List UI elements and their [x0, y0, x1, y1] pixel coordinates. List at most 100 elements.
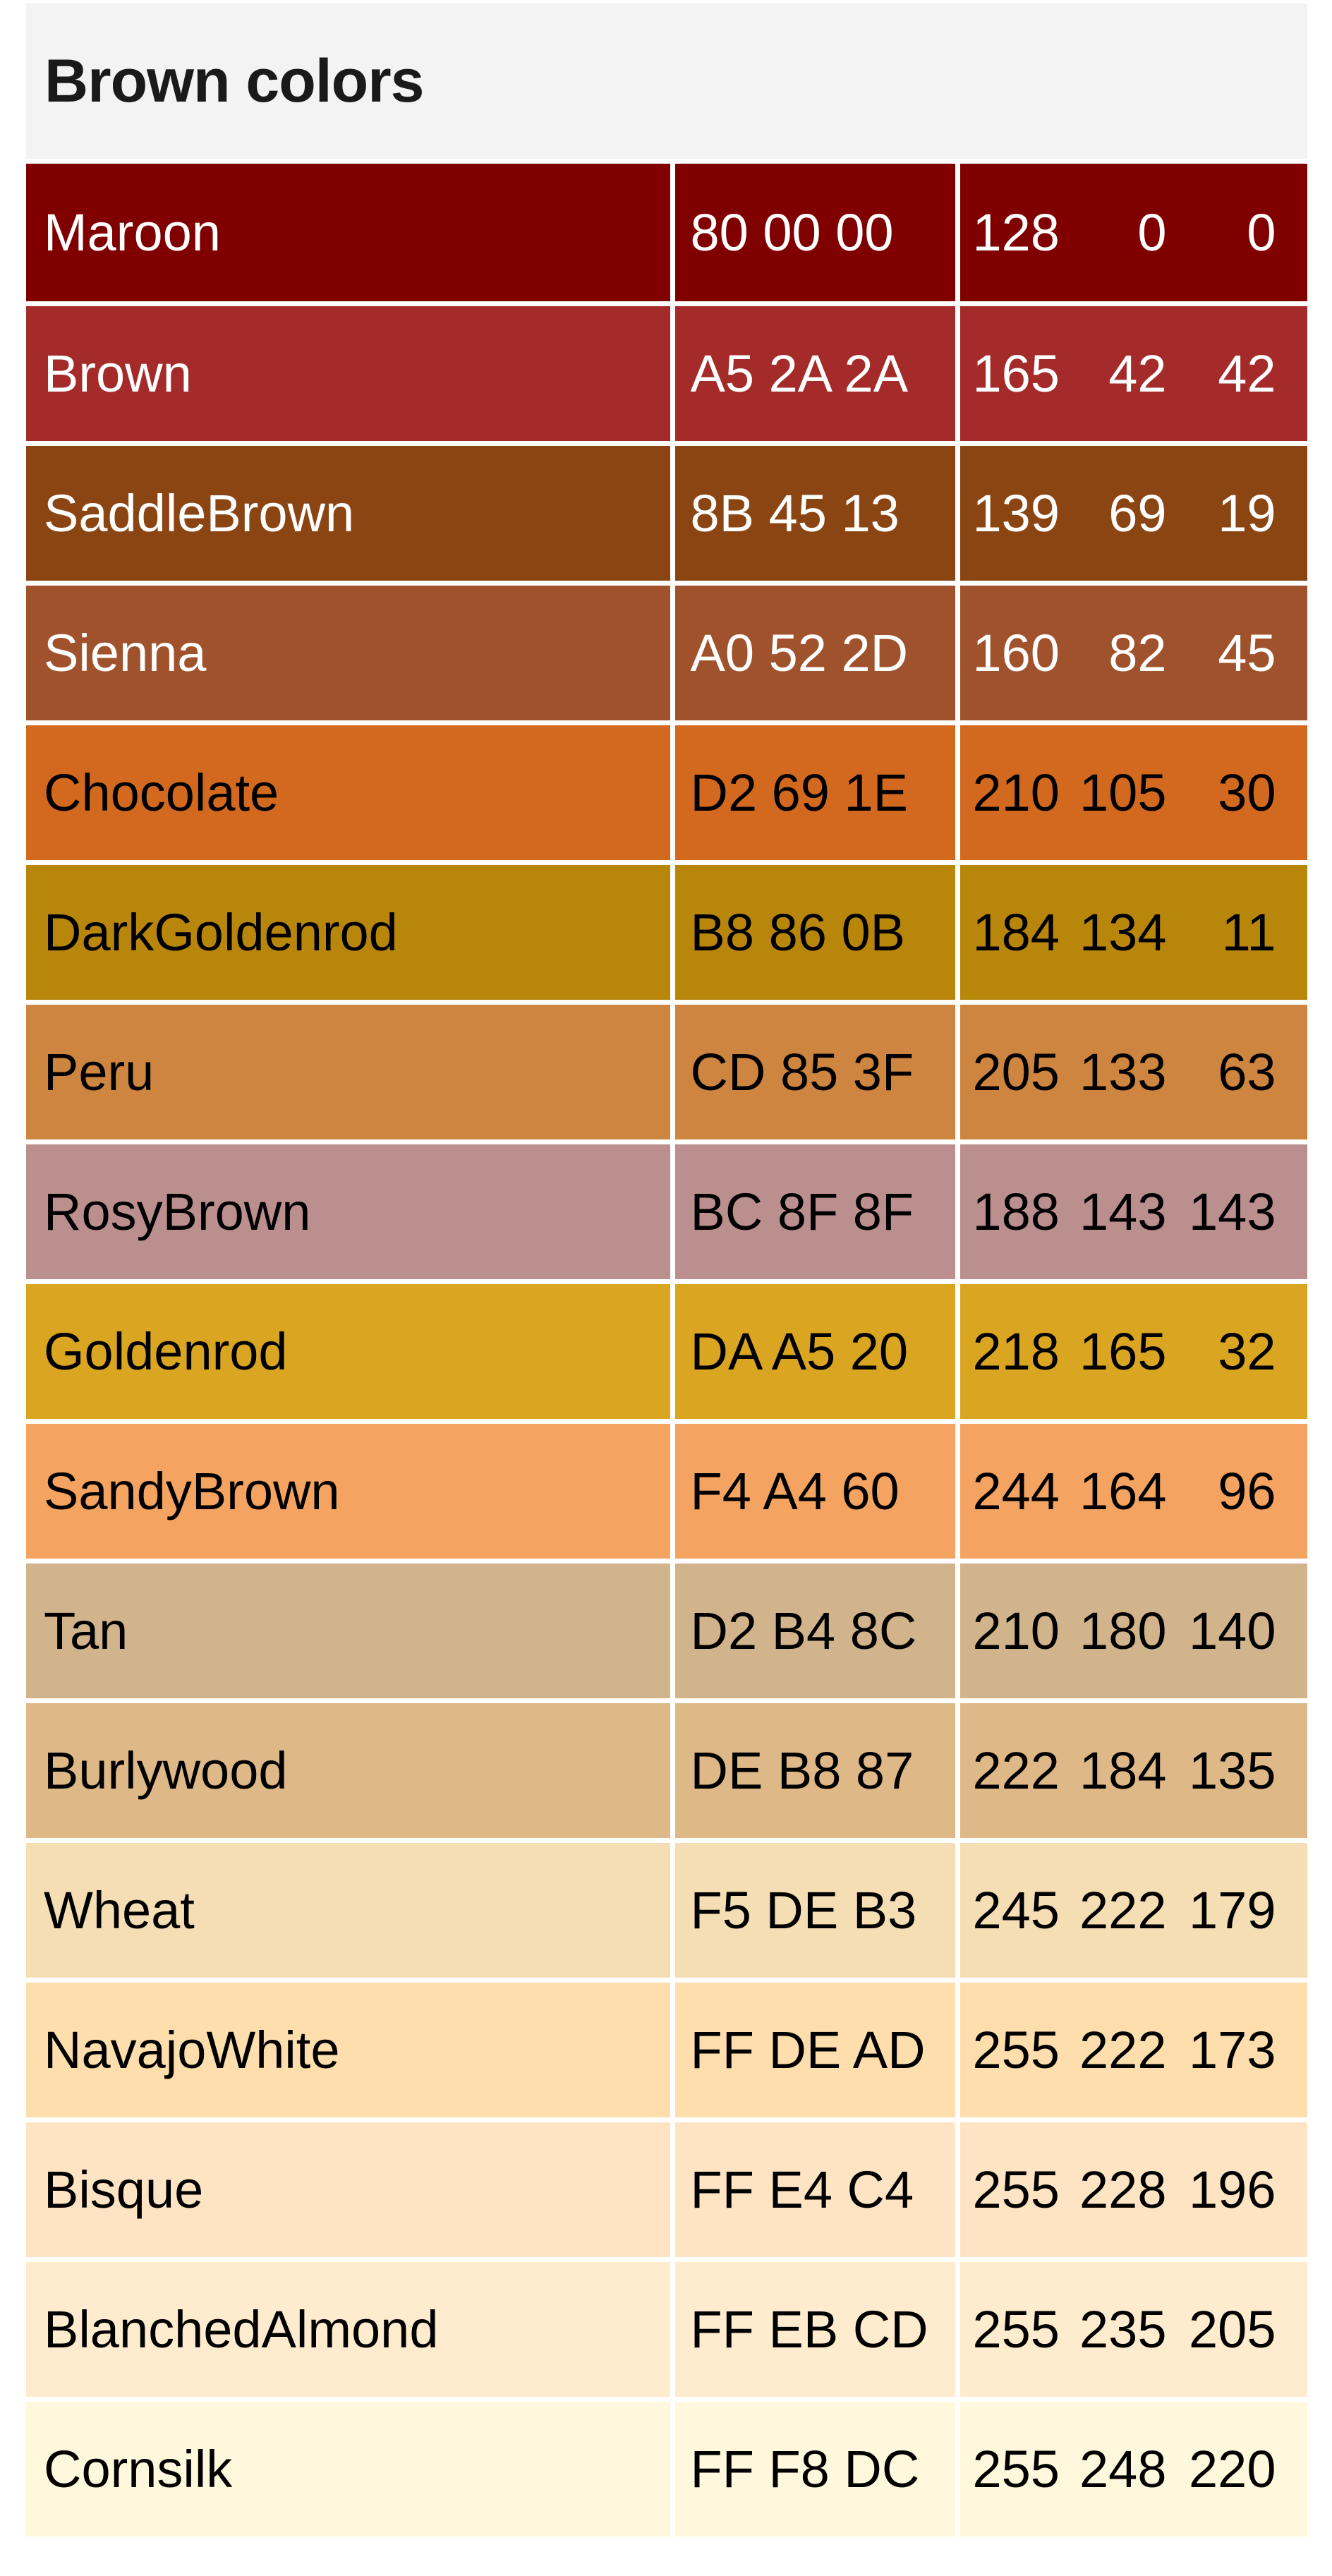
- color-row: Peru CD 85 3F 205 133 63: [26, 999, 1307, 1144]
- rgb-value-cell: 222 184 135: [955, 1698, 1307, 1843]
- rgb-b-value: 42: [1218, 344, 1276, 403]
- rgb-b-value: 143: [1189, 1182, 1276, 1241]
- color-table: Maroon 80 00 00 128 0 0 Brown A5 2A 2A 165 42 42 S…: [26, 164, 1307, 2541]
- rgb-value-cell: 160 82 45: [955, 580, 1307, 725]
- color-name-cell: SaddleBrown: [26, 440, 675, 586]
- hex-value-cell: B8 86 0B: [670, 859, 960, 1005]
- rgb-value-cell: 128 0 0: [955, 164, 1307, 306]
- rgb-value-cell: 210 180 140: [955, 1558, 1307, 1703]
- color-row: Burlywood DE B8 87 222 184 135: [26, 1698, 1307, 1843]
- color-row: SaddleBrown 8B 45 13 139 69 19: [26, 440, 1307, 586]
- rgb-value-cell: 255 222 173: [955, 1977, 1307, 2122]
- rgb-value-cell: 255 235 205: [955, 2256, 1307, 2402]
- color-name-cell: Cornsilk: [26, 2396, 675, 2541]
- rgb-value-cell: 244 164 96: [955, 1418, 1307, 1564]
- color-name-cell: Goldenrod: [26, 1278, 675, 1424]
- rgb-g-value: 105: [1079, 763, 1167, 822]
- color-name-cell: NavajoWhite: [26, 1977, 675, 2122]
- hex-value-cell: DE B8 87: [670, 1698, 960, 1843]
- rgb-r-value: 210: [972, 763, 1060, 822]
- rgb-g-value: 248: [1079, 2439, 1167, 2498]
- rgb-g-value: 133: [1079, 1042, 1167, 1101]
- rgb-r-value: 210: [972, 1601, 1060, 1660]
- color-row: Maroon 80 00 00 128 0 0: [26, 164, 1307, 306]
- rgb-r-value: 188: [972, 1182, 1060, 1241]
- color-name-cell: Wheat: [26, 1837, 675, 1983]
- rgb-r-value: 255: [972, 2160, 1060, 2219]
- rgb-g-value: 184: [1079, 1741, 1167, 1800]
- rgb-g-value: 180: [1079, 1601, 1167, 1660]
- rgb-r-value: 255: [972, 2020, 1060, 2079]
- rgb-g-value: 0: [1137, 202, 1167, 262]
- rgb-g-value: 235: [1079, 2299, 1167, 2359]
- color-name-cell: Brown: [26, 301, 675, 446]
- rgb-g-value: 42: [1108, 344, 1167, 403]
- rgb-b-value: 179: [1189, 1880, 1276, 1940]
- color-name-cell: RosyBrown: [26, 1139, 675, 1284]
- rgb-value-cell: 255 228 196: [955, 2117, 1307, 2262]
- rgb-value-cell: 139 69 19: [955, 440, 1307, 586]
- rgb-b-value: 11: [1221, 902, 1276, 962]
- rgb-r-value: 128: [972, 202, 1060, 262]
- color-name-cell: Bisque: [26, 2117, 675, 2262]
- rgb-b-value: 173: [1189, 2020, 1276, 2079]
- rgb-r-value: 255: [972, 2299, 1060, 2359]
- rgb-r-value: 165: [972, 344, 1060, 403]
- rgb-value-cell: 205 133 63: [955, 999, 1307, 1144]
- color-row: Cornsilk FF F8 DC 255 248 220: [26, 2396, 1307, 2541]
- hex-value-cell: D2 B4 8C: [670, 1558, 960, 1703]
- table-header: Brown colors: [26, 4, 1307, 164]
- hex-value-cell: F4 A4 60: [670, 1418, 960, 1564]
- hex-value-cell: 8B 45 13: [670, 440, 960, 586]
- color-row: Chocolate D2 69 1E 210 105 30: [26, 720, 1307, 865]
- rgb-value-cell: 255 248 220: [955, 2396, 1307, 2541]
- table-title: Brown colors: [44, 47, 425, 115]
- rgb-b-value: 32: [1218, 1322, 1276, 1381]
- color-row: Brown A5 2A 2A 165 42 42: [26, 301, 1307, 446]
- color-name-cell: Chocolate: [26, 720, 675, 865]
- hex-value-cell: 80 00 00: [670, 164, 960, 306]
- color-row: Bisque FF E4 C4 255 228 196: [26, 2117, 1307, 2262]
- rgb-g-value: 222: [1079, 1880, 1167, 1940]
- rgb-g-value: 228: [1079, 2160, 1167, 2219]
- rgb-r-value: 244: [972, 1461, 1060, 1520]
- color-row: DarkGoldenrod B8 86 0B 184 134 11: [26, 859, 1307, 1005]
- rgb-value-cell: 210 105 30: [955, 720, 1307, 865]
- hex-value-cell: A5 2A 2A: [670, 301, 960, 446]
- rgb-g-value: 222: [1079, 2020, 1167, 2079]
- rgb-r-value: 245: [972, 1880, 1060, 1940]
- hex-value-cell: BC 8F 8F: [670, 1139, 960, 1284]
- color-name-cell: Burlywood: [26, 1698, 675, 1843]
- hex-value-cell: FF F8 DC: [670, 2396, 960, 2541]
- rgb-b-value: 19: [1218, 483, 1276, 543]
- rgb-r-value: 139: [972, 483, 1060, 543]
- rgb-value-cell: 218 165 32: [955, 1278, 1307, 1424]
- rgb-b-value: 135: [1189, 1741, 1276, 1800]
- hex-value-cell: F5 DE B3: [670, 1837, 960, 1983]
- hex-value-cell: CD 85 3F: [670, 999, 960, 1144]
- color-name-cell: Maroon: [26, 164, 675, 306]
- color-name-cell: Sienna: [26, 580, 675, 725]
- rgb-r-value: 222: [972, 1741, 1060, 1800]
- rgb-g-value: 82: [1108, 623, 1167, 682]
- rgb-b-value: 205: [1189, 2299, 1276, 2359]
- rgb-b-value: 196: [1189, 2160, 1276, 2219]
- rgb-value-cell: 165 42 42: [955, 301, 1307, 446]
- color-row: Tan D2 B4 8C 210 180 140: [26, 1558, 1307, 1703]
- color-row: SandyBrown F4 A4 60 244 164 96: [26, 1418, 1307, 1564]
- rgb-b-value: 30: [1218, 763, 1276, 822]
- rgb-g-value: 143: [1079, 1182, 1167, 1241]
- rgb-r-value: 160: [972, 623, 1060, 682]
- rgb-g-value: 69: [1108, 483, 1167, 543]
- rgb-b-value: 63: [1218, 1042, 1276, 1101]
- hex-value-cell: A0 52 2D: [670, 580, 960, 725]
- color-name-cell: Tan: [26, 1558, 675, 1703]
- color-row: Wheat F5 DE B3 245 222 179: [26, 1837, 1307, 1983]
- color-name-cell: SandyBrown: [26, 1418, 675, 1564]
- rgb-b-value: 140: [1189, 1601, 1276, 1660]
- hex-value-cell: FF DE AD: [670, 1977, 960, 2122]
- color-row: BlanchedAlmond FF EB CD 255 235 205: [26, 2256, 1307, 2402]
- rgb-g-value: 134: [1079, 902, 1167, 962]
- rgb-r-value: 184: [972, 902, 1060, 962]
- color-name-cell: BlanchedAlmond: [26, 2256, 675, 2402]
